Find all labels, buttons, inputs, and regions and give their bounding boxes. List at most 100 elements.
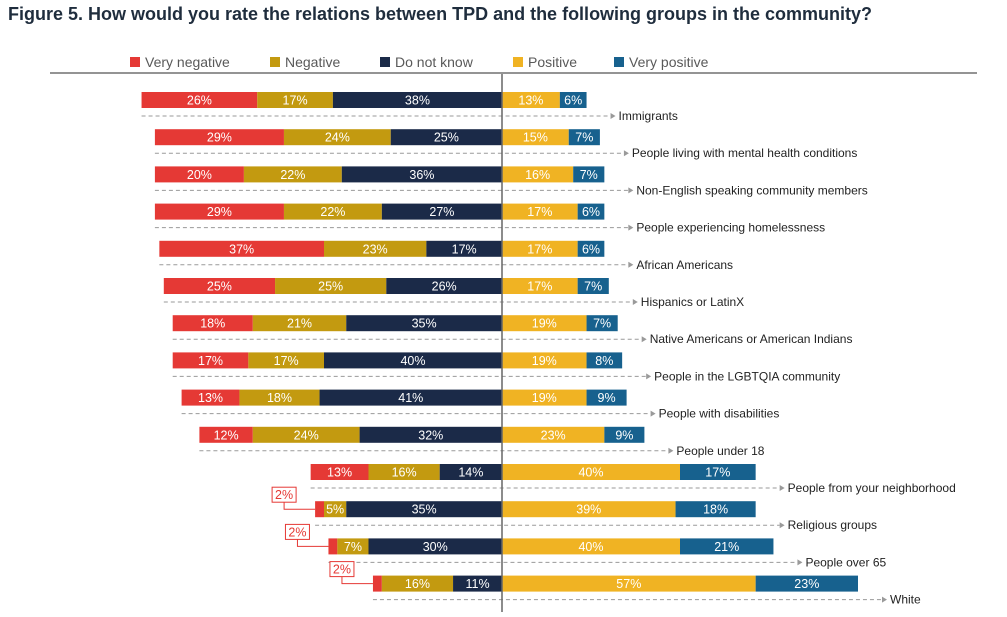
bar-very-positive bbox=[573, 166, 605, 183]
bar-very-negative bbox=[310, 464, 369, 480]
bar-value-label: 18% bbox=[267, 391, 292, 405]
bar-value-label: 16% bbox=[525, 168, 550, 182]
bar-negative bbox=[239, 389, 320, 406]
bar-positive bbox=[502, 129, 569, 146]
bar-very-positive bbox=[568, 129, 600, 146]
bar-positive bbox=[502, 203, 578, 220]
bar-value-label: 40% bbox=[400, 354, 425, 368]
row-people-from-your-neighborhood: 13% 16% 14% 40% 17% People from your neighbor… bbox=[310, 464, 956, 495]
category-label: Religious groups bbox=[788, 518, 877, 532]
bar-value-label: 57% bbox=[616, 577, 641, 591]
leader-arrow-icon bbox=[650, 410, 656, 417]
bar-negative bbox=[337, 538, 369, 555]
bar-do-not-know bbox=[332, 92, 502, 108]
bar-value-label: 40% bbox=[578, 540, 603, 554]
bar-very-positive bbox=[586, 352, 623, 369]
bar-very-negative bbox=[159, 240, 324, 257]
bar-value-label: 6% bbox=[582, 242, 600, 256]
bar-value-label: 11% bbox=[465, 577, 489, 591]
category-label: People experiencing homelessness bbox=[636, 221, 825, 235]
legend: Very negative Negative Do not know Positive… bbox=[130, 54, 709, 70]
row-people-with-disabilities: 13% 18% 41% 19% 9% People with disabilities bbox=[181, 389, 779, 421]
bar-value-label: 17% bbox=[274, 354, 299, 368]
bar-value-label: 19% bbox=[532, 317, 557, 331]
bar-value-label: 9% bbox=[598, 391, 616, 405]
bar-value-label: 17% bbox=[527, 280, 552, 294]
bar-value-label: 9% bbox=[615, 428, 633, 442]
callout-connector bbox=[283, 502, 316, 510]
category-label: African Americans bbox=[636, 258, 733, 272]
legend-label-very-positive: Very positive bbox=[629, 54, 709, 70]
legend-swatch-do-not-know bbox=[380, 57, 390, 67]
bar-very-positive bbox=[577, 240, 605, 257]
leader-arrow-icon bbox=[632, 299, 638, 305]
category-label: Non-English speaking community members bbox=[636, 183, 867, 197]
bar-value-label: 22% bbox=[280, 168, 305, 182]
bar-value-label: 29% bbox=[207, 131, 232, 145]
bar-value-label: 30% bbox=[423, 540, 448, 554]
row-religious-groups: 5% 35% 39% 18% Religious groups 2% bbox=[271, 486, 877, 532]
callout-value-label: 2% bbox=[275, 488, 293, 502]
bar-value-label: 7% bbox=[575, 131, 593, 145]
legend-label-positive: Positive bbox=[528, 54, 577, 70]
row-immigrants: 26% 17% 38% 13% 6% Immigrants bbox=[141, 92, 678, 123]
bar-positive bbox=[502, 501, 676, 518]
bar-negative bbox=[283, 203, 382, 220]
bar-value-label: 36% bbox=[409, 168, 434, 182]
bar-value-label: 7% bbox=[593, 317, 611, 331]
bar-very-negative bbox=[372, 575, 382, 592]
chart-rows: 26% 17% 38% 13% 6% Immigrants 29% 24% 25% 15% 7% Pe… bbox=[141, 92, 956, 607]
callout-connector bbox=[296, 539, 329, 547]
category-label: People living with mental health conditi… bbox=[632, 146, 857, 160]
bar-positive bbox=[502, 464, 680, 480]
category-label: People over 65 bbox=[805, 555, 886, 569]
bar-do-not-know bbox=[426, 240, 502, 257]
bar-very-positive bbox=[586, 315, 618, 332]
bar-value-label: 19% bbox=[532, 354, 557, 368]
leader-arrow-icon bbox=[779, 485, 785, 491]
row-people-under-18: 12% 24% 32% 23% 9% People under 18 bbox=[199, 426, 765, 458]
bar-negative bbox=[243, 166, 342, 183]
leader-arrow-icon bbox=[668, 447, 674, 454]
row-hispanics-or-latinx: 25% 25% 26% 17% 7% Hispanics or LatinX bbox=[163, 278, 744, 309]
bar-positive bbox=[502, 315, 587, 332]
bar-value-label: 12% bbox=[214, 428, 239, 442]
bar-value-label: 8% bbox=[595, 354, 613, 368]
bar-value-label: 6% bbox=[564, 94, 582, 108]
bar-negative bbox=[252, 315, 347, 332]
row-african-americans: 37% 23% 17% 17% 6% African Americans bbox=[159, 240, 733, 272]
row-people-in-the-lgbtqia-community: 17% 17% 40% 19% 8% People in the LGBTQIA comm… bbox=[172, 352, 840, 383]
row-people-living-with-mental-health-conditions: 29% 24% 25% 15% 7% People living with mental … bbox=[154, 129, 857, 160]
bar-very-negative bbox=[172, 315, 253, 332]
leader-arrow-icon bbox=[779, 522, 785, 529]
row-native-americans-or-american-indians: 18% 21% 35% 19% 7% Native Americans or Americ… bbox=[172, 315, 852, 346]
bar-value-label: 7% bbox=[344, 540, 362, 554]
bar-positive bbox=[502, 240, 578, 257]
bar-negative bbox=[283, 129, 391, 146]
bar-value-label: 13% bbox=[198, 391, 223, 405]
category-label: People under 18 bbox=[676, 444, 764, 458]
bar-value-label: 5% bbox=[326, 503, 344, 517]
leader-arrow-icon bbox=[628, 224, 634, 231]
bar-positive bbox=[502, 538, 680, 555]
leader-arrow-icon bbox=[628, 187, 634, 194]
bar-value-label: 14% bbox=[458, 466, 483, 480]
bar-value-label: 32% bbox=[418, 428, 443, 442]
bar-positive bbox=[502, 426, 605, 443]
bar-value-label: 40% bbox=[578, 466, 603, 480]
callout-value-label: 2% bbox=[333, 563, 351, 577]
bar-very-negative bbox=[172, 352, 249, 369]
bar-very-negative bbox=[163, 278, 276, 294]
legend-swatch-very-positive bbox=[614, 57, 624, 67]
bar-value-label: 18% bbox=[703, 503, 728, 517]
bar-do-not-know bbox=[359, 426, 502, 443]
bar-value-label: 29% bbox=[207, 205, 232, 219]
bar-value-label: 23% bbox=[363, 242, 388, 256]
bar-do-not-know bbox=[386, 278, 502, 294]
bar-value-label: 21% bbox=[714, 540, 739, 554]
callout-connector bbox=[341, 576, 373, 585]
bar-positive bbox=[502, 92, 560, 108]
bar-value-label: 25% bbox=[207, 280, 232, 294]
bar-value-label: 17% bbox=[527, 205, 552, 219]
row-people-over-65: 7% 30% 40% 21% People over 65 2% bbox=[284, 523, 887, 569]
